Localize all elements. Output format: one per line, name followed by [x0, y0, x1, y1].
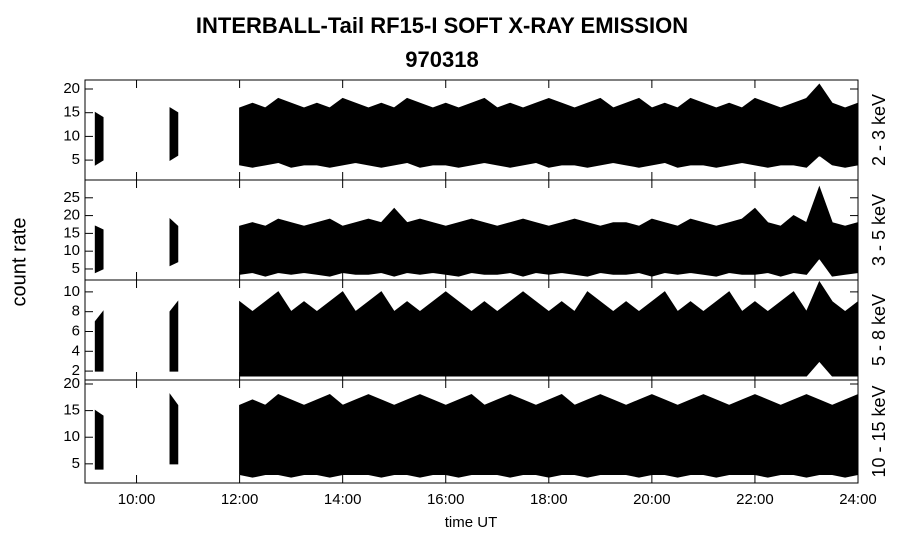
count-band [94, 409, 104, 470]
y-tick-label: 10 [63, 428, 80, 445]
count-band [239, 185, 859, 277]
y-tick-label: 6 [72, 322, 80, 339]
y-tick-label: 15 [63, 402, 80, 419]
count-band [239, 83, 859, 168]
x-tick-label: 16:00 [427, 491, 465, 508]
panel-label: 10 - 15 keV [869, 385, 889, 477]
y-tick-label: 25 [63, 189, 80, 206]
y-tick-label: 20 [63, 207, 80, 224]
x-tick-label: 24:00 [839, 491, 877, 508]
y-tick-label: 2 [72, 362, 80, 379]
x-axis-label: time UT [445, 514, 498, 531]
count-band [94, 225, 104, 274]
y-tick-label: 15 [63, 104, 80, 121]
y-tick-label: 20 [63, 80, 80, 97]
panel-label: 3 - 5 keV [869, 194, 889, 266]
y-axis-label: count rate [8, 218, 30, 307]
panel-frame [84, 379, 859, 484]
y-tick-label: 20 [63, 375, 80, 392]
y-tick-label: 8 [72, 303, 80, 320]
count-band [169, 393, 179, 465]
panel-label: 2 - 3 keV [869, 94, 889, 166]
count-band [169, 218, 179, 267]
count-band [239, 280, 859, 377]
y-tick-label: 4 [72, 342, 80, 359]
count-band [239, 393, 859, 478]
count-band [94, 310, 104, 372]
count-band [94, 111, 104, 166]
y-tick-label: 10 [63, 242, 80, 259]
y-tick-label: 5 [72, 260, 80, 277]
x-tick-label: 22:00 [736, 491, 774, 508]
x-tick-label: 14:00 [324, 491, 362, 508]
y-tick-label: 5 [72, 455, 80, 472]
y-tick-label: 10 [63, 127, 80, 144]
count-band [169, 107, 179, 161]
panel-label: 5 - 8 keV [869, 294, 889, 366]
y-tick-label: 5 [72, 151, 80, 168]
chart-subtitle: 970318 [405, 47, 478, 72]
chart-title: INTERBALL-Tail RF15-I SOFT X-RAY EMISSIO… [196, 13, 688, 38]
y-tick-label: 15 [63, 224, 80, 241]
x-tick-label: 10:00 [118, 491, 156, 508]
count-band [169, 300, 179, 372]
x-tick-label: 20:00 [633, 491, 671, 508]
x-tick-label: 12:00 [221, 491, 259, 508]
y-tick-label: 10 [63, 283, 80, 300]
x-tick-label: 18:00 [530, 491, 568, 508]
